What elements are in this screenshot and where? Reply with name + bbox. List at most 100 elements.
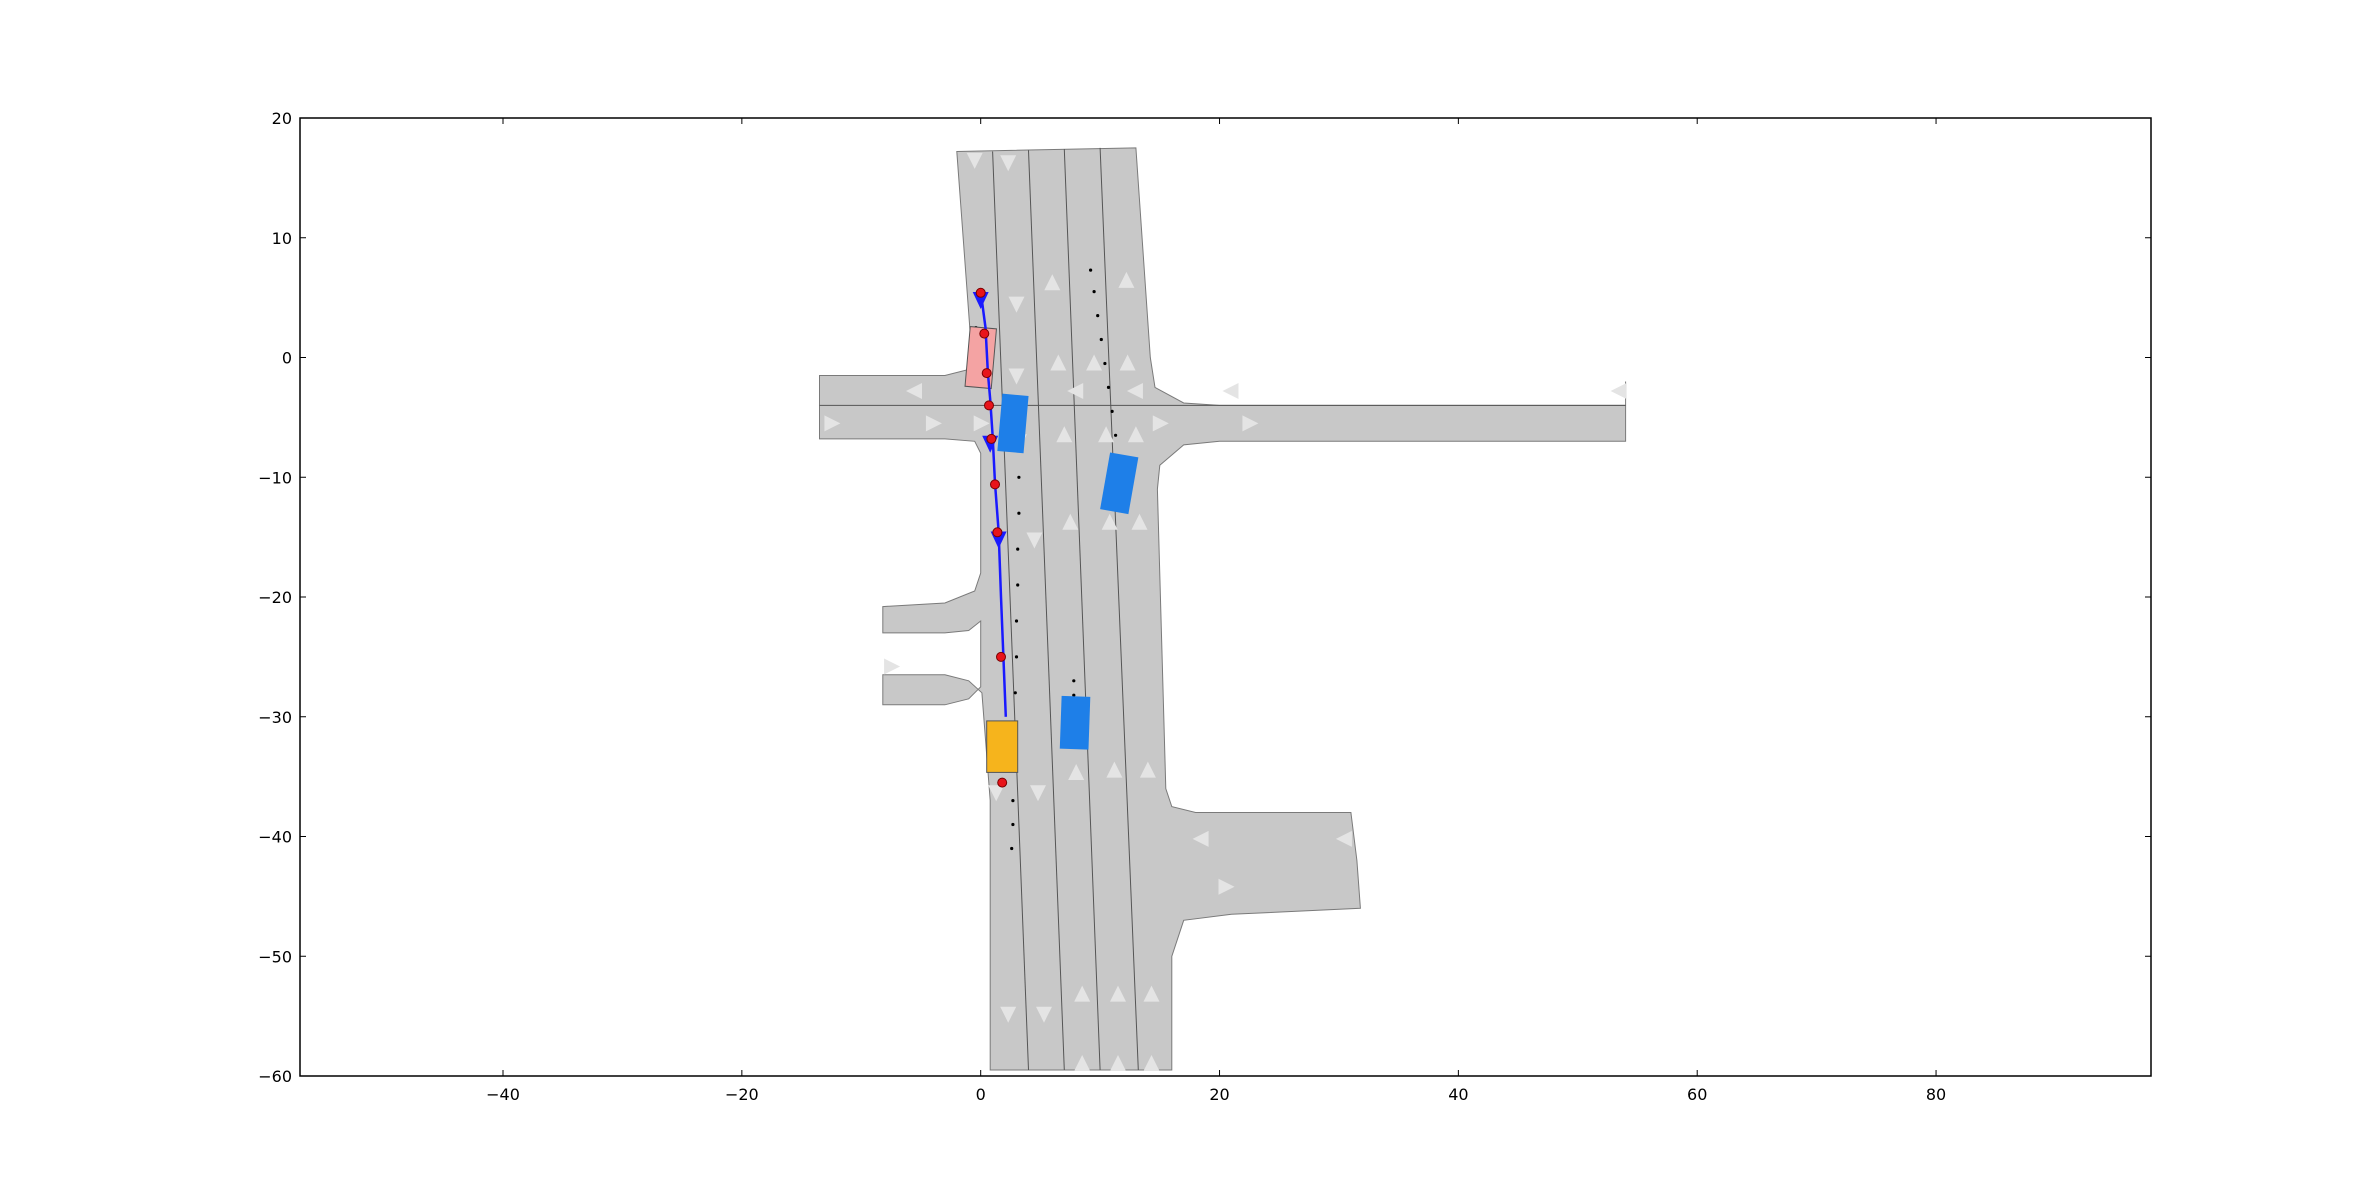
lane-direction-arrow	[1074, 985, 1091, 1002]
lane-direction-arrow	[1126, 383, 1143, 399]
y-tick-label: −10	[258, 468, 292, 487]
y-axis: −60 −50 −40 −30 −20 −10 0 10 20	[258, 109, 2151, 1086]
lane-direction-arrow	[1119, 354, 1136, 371]
lane-divider	[1063, 149, 1101, 1071]
lane-direction-arrow	[1152, 415, 1169, 432]
lane-direction-arrow	[1008, 368, 1025, 385]
trajectory-point	[1106, 385, 1111, 389]
y-tick-label: 10	[272, 229, 292, 248]
lane-direction-arrow	[1110, 1055, 1126, 1071]
vehicle-goal	[986, 720, 1019, 773]
trajectory-point	[1017, 511, 1021, 515]
lane-direction-arrow	[925, 415, 942, 432]
trajectory-point	[1017, 475, 1021, 479]
route-waypoint	[997, 777, 1008, 788]
trajectory-point	[1072, 679, 1076, 683]
route-waypoint	[979, 328, 990, 339]
trajectory-point	[1014, 619, 1019, 623]
route-waypoint	[984, 400, 994, 411]
planned-route	[972, 287, 1008, 788]
trajectory-point	[1016, 583, 1020, 587]
trajectory-point	[1092, 290, 1096, 294]
lane-direction-arrow	[1067, 383, 1084, 399]
route-waypoint	[990, 479, 1000, 490]
x-tick-label: −40	[486, 1085, 520, 1104]
vehicle-car-2	[1100, 452, 1139, 515]
lane-direction-arrow	[1106, 761, 1123, 778]
lane-direction-arrow	[1008, 296, 1025, 313]
lane-direction-arrow	[1000, 155, 1017, 172]
y-tick-label: 0	[282, 349, 292, 368]
lane-direction-arrow	[1118, 271, 1135, 288]
lane-direction-arrow	[1101, 513, 1118, 530]
lane-direction-arrow	[966, 152, 983, 169]
lane-direction-arrow	[1030, 785, 1046, 802]
lane-direction-arrow	[1026, 532, 1043, 549]
lane-divider	[1028, 150, 1065, 1071]
lane-direction-arrow	[906, 383, 922, 399]
lane-direction-arrow	[1086, 354, 1103, 371]
x-tick-label: 20	[1209, 1085, 1229, 1104]
vehicle-car-3	[1059, 695, 1091, 750]
trajectory-point	[1114, 433, 1118, 437]
trajectory-point	[1099, 337, 1103, 342]
trajectory-point	[1010, 846, 1014, 851]
lane-direction-arrow	[1036, 1006, 1052, 1023]
x-tick-label: 0	[976, 1085, 986, 1104]
y-tick-label: −60	[258, 1067, 292, 1086]
x-tick-label: 80	[1926, 1085, 1946, 1104]
route-waypoint	[992, 527, 1003, 538]
lane-direction-arrow	[1068, 764, 1085, 780]
lane-direction-arrow	[1044, 274, 1061, 291]
road-surface	[819, 147, 1627, 1071]
vehicle-car-1	[997, 393, 1029, 454]
route-waypoint	[975, 287, 986, 298]
lane-direction-arrow	[973, 415, 990, 432]
x-tick-label: −20	[725, 1085, 759, 1104]
axes-frame	[299, 117, 2152, 1077]
lane-direction-arrow	[1098, 426, 1115, 443]
lane-direction-arrow	[1610, 383, 1627, 399]
lane-direction-arrow	[1335, 830, 1352, 847]
lane-direction-arrow	[1127, 426, 1144, 443]
lane-direction-arrow	[1218, 878, 1235, 895]
route-waypoint	[981, 368, 992, 379]
trajectory-point	[1072, 693, 1076, 697]
lane-direction-arrow	[1110, 985, 1126, 1002]
lane-direction-arrow	[1143, 1055, 1160, 1071]
route-waypoint	[996, 651, 1006, 662]
lane-markings	[819, 147, 1626, 1071]
lane-direction-arrow	[824, 415, 841, 432]
trajectory-point	[1011, 822, 1015, 827]
lane-direction-arrow	[1139, 761, 1156, 778]
route-line	[979, 291, 1008, 717]
y-tick-label: −40	[258, 828, 292, 847]
y-tick-label: −30	[258, 708, 292, 727]
lane-divider	[1099, 147, 1139, 1071]
y-tick-label: −20	[258, 588, 292, 607]
lane-direction-arrow	[1050, 354, 1067, 371]
lane-direction-arrow	[1242, 415, 1259, 432]
route-arrow	[972, 292, 989, 309]
trajectory-point	[1016, 547, 1020, 551]
trajectory-point	[1089, 268, 1093, 272]
road-network	[819, 147, 1627, 1071]
plot-area	[819, 147, 1627, 1071]
trajectory-point	[1096, 314, 1100, 318]
trajectory-point	[1011, 799, 1015, 803]
x-axis: −40 −20 0 20 40 60 80	[486, 118, 1946, 1104]
y-tick-label: −50	[258, 947, 292, 966]
trajectory-point	[1110, 409, 1114, 413]
lane-direction-arrow	[1056, 426, 1073, 443]
lane-direction-arrow	[988, 785, 1005, 802]
lane-direction-arrow	[884, 658, 901, 675]
x-tick-label: 40	[1448, 1085, 1468, 1104]
y-tick-label: 20	[272, 109, 292, 128]
lane-direction-arrow	[1222, 383, 1239, 399]
lane-direction-arrow	[1192, 830, 1209, 847]
route-waypoint	[986, 433, 997, 444]
lane-direction-arrow	[1062, 513, 1079, 530]
lane-direction-arrow	[1131, 513, 1148, 530]
trajectory-point	[1013, 691, 1017, 695]
trajectory-point	[1103, 361, 1107, 366]
